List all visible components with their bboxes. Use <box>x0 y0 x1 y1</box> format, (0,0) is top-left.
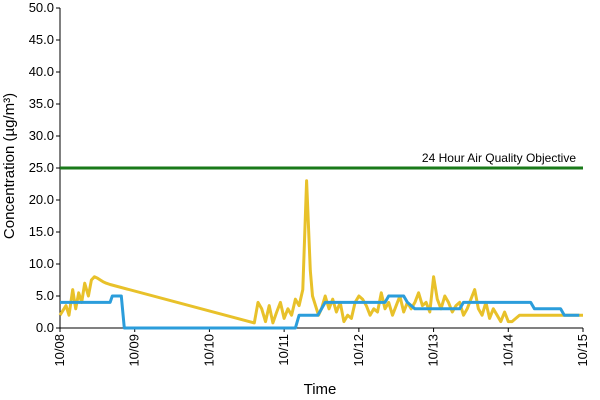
y-tick-label: 40.0 <box>29 64 54 79</box>
y-tick-label: 10.0 <box>29 256 54 271</box>
x-axis-label: Time <box>304 381 337 398</box>
x-tick-label: 10/11 <box>276 334 291 366</box>
y-tick-label: 45.0 <box>29 32 54 47</box>
x-tick-label: 10/10 <box>201 334 216 367</box>
x-axis-ticks: 10/08 10/09 10/10 10/11 10/12 10/13 10/14 10/15 <box>52 328 590 367</box>
x-tick-label: 10/12 <box>351 334 366 367</box>
y-tick-label: 5.0 <box>36 288 54 303</box>
x-tick-label: 10/08 <box>52 334 67 367</box>
y-tick-label: 25.0 <box>29 160 54 175</box>
series-line-1 <box>58 179 583 325</box>
x-tick-label: 10/14 <box>500 334 515 367</box>
series-group <box>58 179 583 330</box>
y-axis-ticks: 0.0 5.0 10.0 15.0 20.0 25.0 30.0 35.0 40.0 45.0 50… <box>29 0 60 335</box>
y-tick-label: 0.0 <box>36 320 54 335</box>
x-tick-label: 10/13 <box>426 334 441 367</box>
objective-label: 24 Hour Air Quality Objective <box>422 151 576 165</box>
x-tick-label: 10/09 <box>127 334 142 367</box>
y-axis-label: Concentration (µg/m³) <box>1 93 18 239</box>
y-tick-label: 35.0 <box>29 96 54 111</box>
y-tick-label: 30.0 <box>29 128 54 143</box>
series-line-2 <box>60 294 580 330</box>
x-tick-label: 10/15 <box>575 334 590 367</box>
y-tick-label: 15.0 <box>29 224 54 239</box>
y-tick-label: 20.0 <box>29 192 54 207</box>
y-tick-label: 50.0 <box>29 0 54 15</box>
